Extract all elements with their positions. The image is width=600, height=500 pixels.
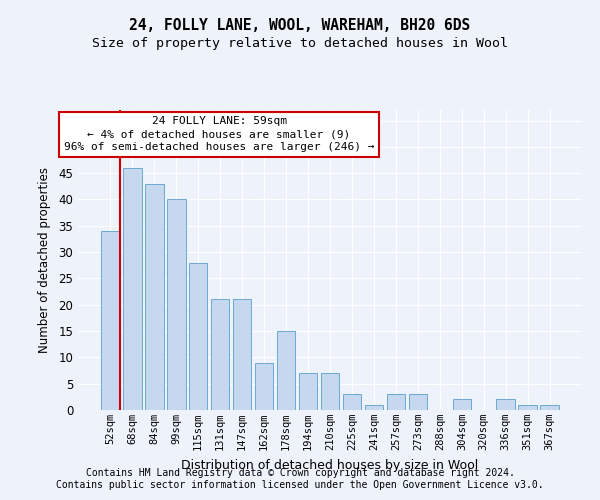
Bar [320,373,340,410]
Bar [541,404,559,410]
Bar [365,404,383,410]
Bar [123,168,142,410]
Bar [343,394,361,410]
Bar [145,184,164,410]
Bar [452,400,471,410]
Text: Size of property relative to detached houses in Wool: Size of property relative to detached ho… [92,38,508,51]
Bar [233,300,251,410]
Bar [255,362,274,410]
Bar [189,262,208,410]
Y-axis label: Number of detached properties: Number of detached properties [38,167,52,353]
X-axis label: Distribution of detached houses by size in Wool: Distribution of detached houses by size … [181,458,479,471]
Text: 24 FOLLY LANE: 59sqm
← 4% of detached houses are smaller (9)
96% of semi-detache: 24 FOLLY LANE: 59sqm ← 4% of detached ho… [64,116,374,152]
Bar [496,400,515,410]
Text: 24, FOLLY LANE, WOOL, WAREHAM, BH20 6DS: 24, FOLLY LANE, WOOL, WAREHAM, BH20 6DS [130,18,470,32]
Bar [409,394,427,410]
Bar [386,394,405,410]
Bar [167,200,185,410]
Bar [101,231,119,410]
Bar [211,300,229,410]
Text: Contains public sector information licensed under the Open Government Licence v3: Contains public sector information licen… [56,480,544,490]
Text: Contains HM Land Registry data © Crown copyright and database right 2024.: Contains HM Land Registry data © Crown c… [86,468,514,477]
Bar [299,373,317,410]
Bar [518,404,537,410]
Bar [277,331,295,410]
